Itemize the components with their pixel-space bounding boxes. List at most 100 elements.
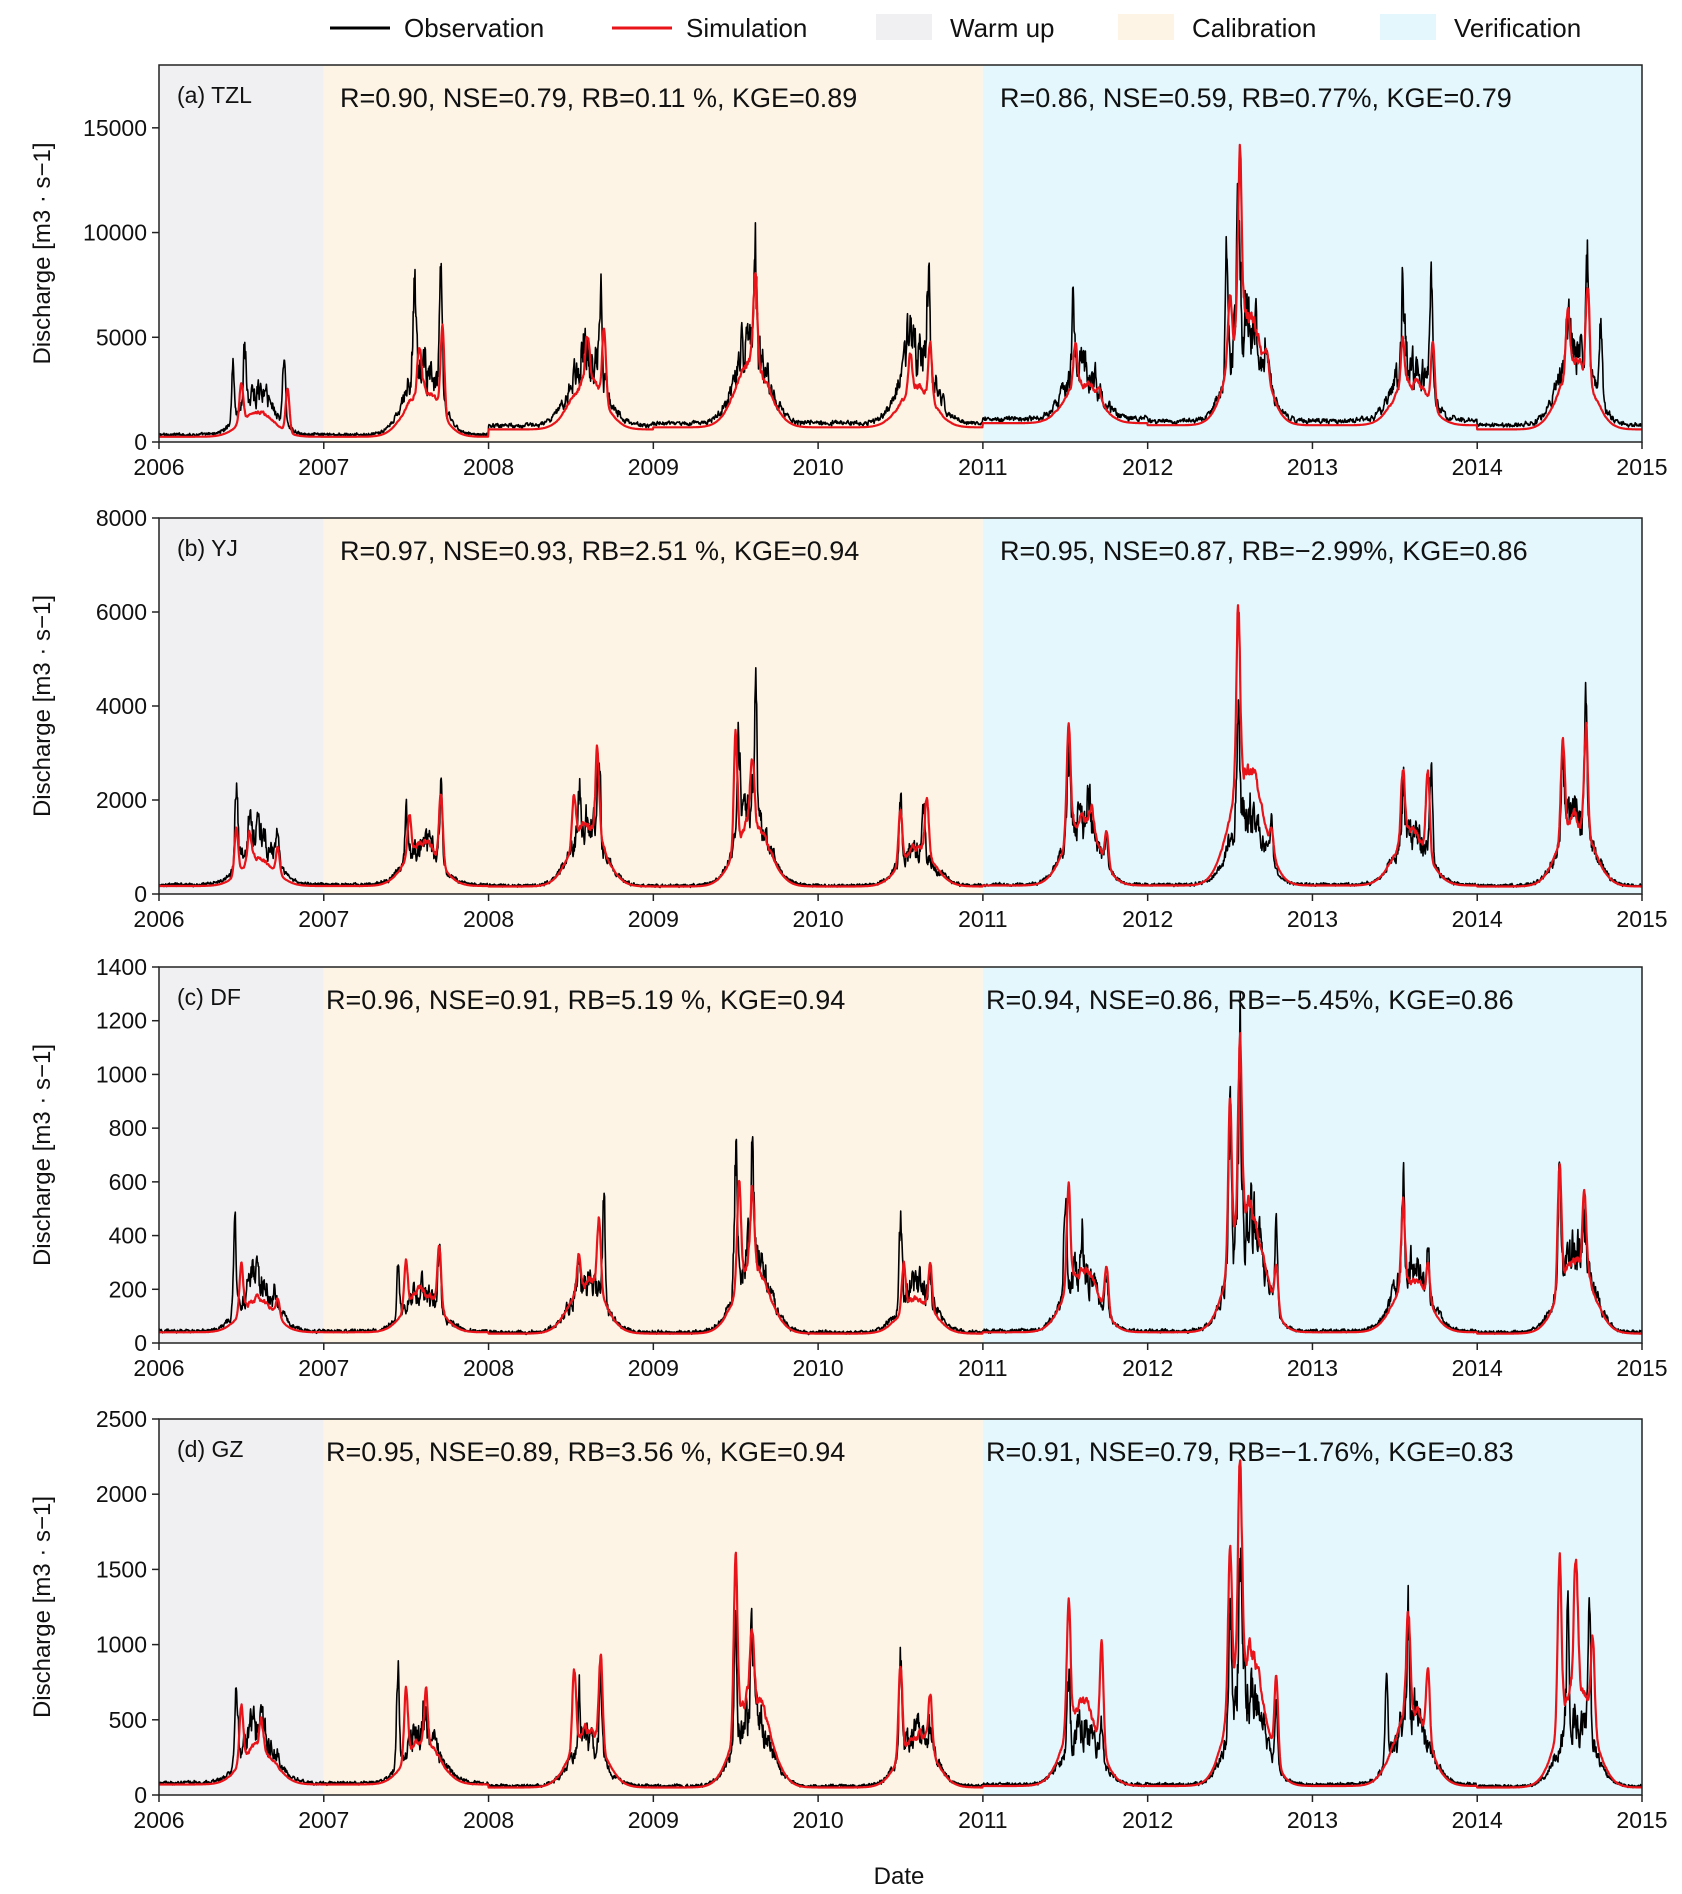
y-axis-label: Discharge [m3 · s−1] [29,1496,56,1718]
y-tick-label: 0 [134,881,147,907]
x-tick-label: 2007 [298,906,349,932]
y-tick-label: 2000 [96,1481,147,1507]
panel-frame [158,64,1643,443]
x-tick-label: 2009 [628,454,679,480]
panel-label: (a) TZL [177,82,252,108]
period-verification [982,967,1642,1343]
x-tick-label: 2008 [463,1355,514,1381]
y-tick-label: 1200 [96,1008,147,1034]
x-tick-label: 2008 [463,906,514,932]
period-verification [982,518,1642,894]
x-tick-label: 2012 [1122,454,1173,480]
y-tick-label: 500 [109,1707,147,1733]
x-tick-label: 2008 [463,454,514,480]
x-tick-label: 2006 [133,1807,184,1833]
simulation-line [159,1459,1642,1789]
x-tick-label: 2007 [298,1807,349,1833]
x-tick-label: 2006 [133,1355,184,1381]
x-tick-label: 2015 [1616,454,1667,480]
y-tick-label: 600 [109,1169,147,1195]
x-tick-label: 2014 [1452,1807,1503,1833]
x-tick-label: 2011 [958,906,1007,932]
y-axis-label: Discharge [m3 · s−1] [29,595,56,817]
observation-line [159,182,1642,438]
y-axis-label: Discharge [m3 · s−1] [29,142,56,364]
calibration-stats: R=0.97, NSE=0.93, RB=2.51 %, KGE=0.94 [340,536,859,566]
x-tick-label: 2010 [793,1807,844,1833]
x-tick-label: 2008 [463,1807,514,1833]
x-tick-label: 2010 [793,906,844,932]
panel-frame [158,966,1643,1344]
x-tick-label: 2009 [628,1807,679,1833]
x-tick-label: 2015 [1616,906,1667,932]
x-tick-label: 2012 [1122,906,1173,932]
simulation-line [159,143,1642,438]
y-tick-label: 0 [134,1782,147,1808]
verification-stats: R=0.91, NSE=0.79, RB=−1.76%, KGE=0.83 [986,1437,1514,1467]
period-warm-up [159,65,324,442]
y-tick-label: 0 [134,1330,147,1356]
legend-observation-label: Observation [404,13,544,43]
period-calibration [323,65,983,442]
y-tick-label: 15000 [83,115,147,141]
y-tick-label: 5000 [96,324,147,350]
simulation-line [159,1032,1642,1335]
calibration-stats: R=0.96, NSE=0.91, RB=5.19 %, KGE=0.94 [326,985,845,1015]
x-tick-label: 2007 [298,1355,349,1381]
x-tick-label: 2009 [628,1355,679,1381]
y-tick-label: 8000 [96,505,147,531]
x-tick-label: 2015 [1616,1355,1667,1381]
y-tick-label: 800 [109,1115,147,1141]
legend-calibration-swatch [1118,14,1174,40]
panel-2: 0 200 400 600 800 1000 1200 1400 2006 2007 2008 200… [29,954,1668,1381]
panel-label: (c) DF [177,984,241,1010]
x-tick-label: 2013 [1287,906,1338,932]
y-tick-label: 400 [109,1223,147,1249]
simulation-line [159,604,1642,888]
observation-line [159,991,1642,1336]
y-tick-label: 0 [134,429,147,455]
verification-stats: R=0.94, NSE=0.86, RB=−5.45%, KGE=0.86 [986,985,1514,1015]
x-tick-label: 2015 [1616,1807,1667,1833]
panel-label: (d) GZ [177,1436,243,1462]
panel-0: 0 5000 10000 15000 2006 2007 2008 2009 2010 2011 2… [29,64,1668,480]
legend-simulation-label: Simulation [686,13,807,43]
x-tick-label: 2013 [1287,454,1338,480]
y-tick-label: 1400 [96,954,147,980]
y-tick-label: 2000 [96,787,147,813]
period-calibration [323,967,983,1343]
x-tick-label: 2011 [958,1807,1007,1833]
x-tick-label: 2014 [1452,1355,1503,1381]
period-calibration [323,518,983,894]
y-tick-label: 1500 [96,1556,147,1582]
x-tick-label: 2014 [1452,906,1503,932]
legend-warmup-label: Warm up [950,13,1055,43]
x-tick-label: 2013 [1287,1355,1338,1381]
legend-calibration-label: Calibration [1192,13,1316,43]
y-tick-label: 10000 [83,220,147,246]
verification-stats: R=0.95, NSE=0.87, RB=−2.99%, KGE=0.86 [1000,536,1528,566]
period-warm-up [159,1419,324,1795]
panel-label: (b) YJ [177,535,238,561]
y-tick-label: 1000 [96,1632,147,1658]
y-tick-label: 4000 [96,693,147,719]
panel-frame [158,1418,1643,1796]
period-warm-up [159,518,324,894]
x-tick-label: 2006 [133,906,184,932]
calibration-stats: R=0.90, NSE=0.79, RB=0.11 %, KGE=0.89 [340,83,857,113]
calibration-stats: R=0.95, NSE=0.89, RB=3.56 %, KGE=0.94 [326,1437,845,1467]
period-warm-up [159,967,324,1343]
legend-warmup-swatch [876,14,932,40]
x-tick-label: 2010 [793,1355,844,1381]
x-tick-label: 2011 [958,454,1007,480]
panel-3: 0 500 1000 1500 2000 2500 2006 2007 2008 2009 2010… [29,1406,1668,1833]
panel-1: 0 2000 4000 6000 8000 2006 2007 2008 2009 2010 201… [29,505,1668,932]
y-tick-label: 6000 [96,599,147,625]
observation-line [159,667,1642,889]
y-axis-label: Discharge [m3 · s−1] [29,1044,56,1266]
x-tick-label: 2014 [1452,454,1503,480]
x-tick-label: 2009 [628,906,679,932]
y-tick-label: 2500 [96,1406,147,1432]
